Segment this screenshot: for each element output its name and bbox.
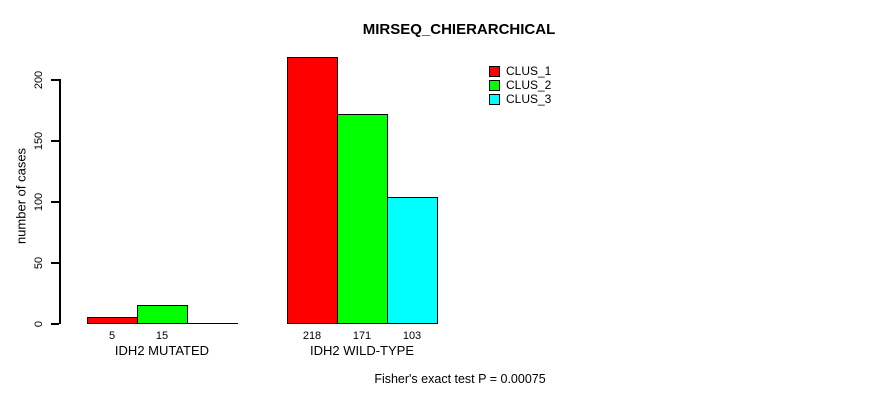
category-label: IDH2 WILD-TYPE: [309, 343, 415, 358]
chart-title: MIRSEQ_CHIERARCHICAL: [362, 21, 556, 38]
legend-label: CLUS_1: [506, 64, 552, 78]
bar-clus_1-group2: [287, 57, 338, 324]
legend-label: CLUS_3: [506, 92, 552, 106]
y-tick-mark: [51, 262, 59, 264]
y-tick-label: 50: [33, 256, 45, 270]
y-tick-mark: [51, 79, 59, 81]
legend-item-clus_2: CLUS_2: [489, 78, 551, 92]
legend: CLUS_1 CLUS_2 CLUS_3: [489, 64, 551, 106]
bar-clus_3-group2: [387, 197, 438, 324]
bar-value-label: 5: [108, 330, 116, 342]
y-tick-mark: [51, 323, 59, 325]
y-tick-mark: [51, 140, 59, 142]
legend-swatch-clus_2: [489, 79, 500, 91]
y-tick-mark: [51, 201, 59, 203]
legend-item-clus_3: CLUS_3: [489, 92, 551, 106]
y-tick-label: 150: [33, 131, 45, 151]
legend-label: CLUS_2: [506, 78, 552, 92]
bar-clus_2-group2: [337, 114, 388, 324]
y-tick-label: 0: [33, 320, 45, 328]
legend-swatch-clus_3: [489, 93, 500, 105]
annotation-text: Fisher's exact test P = 0.00075: [374, 372, 546, 386]
bar-value-label: 218: [302, 330, 322, 342]
y-axis-line: [59, 79, 61, 324]
y-tick-label: 100: [33, 192, 45, 212]
y-axis-label: number of cases: [13, 147, 29, 245]
bar-value-label: 15: [155, 330, 169, 342]
legend-swatch-clus_1: [489, 65, 500, 77]
y-tick-label: 200: [33, 70, 45, 90]
bar-value-label: 171: [352, 330, 372, 342]
bar-clus_1-group1: [87, 317, 138, 324]
legend-item-clus_1: CLUS_1: [489, 64, 551, 78]
category-label: IDH2 MUTATED: [114, 343, 210, 358]
bar-clus_3-group1-zero: [187, 323, 238, 324]
bar-value-label: 103: [402, 330, 422, 342]
bar-clus_2-group1: [137, 305, 188, 324]
